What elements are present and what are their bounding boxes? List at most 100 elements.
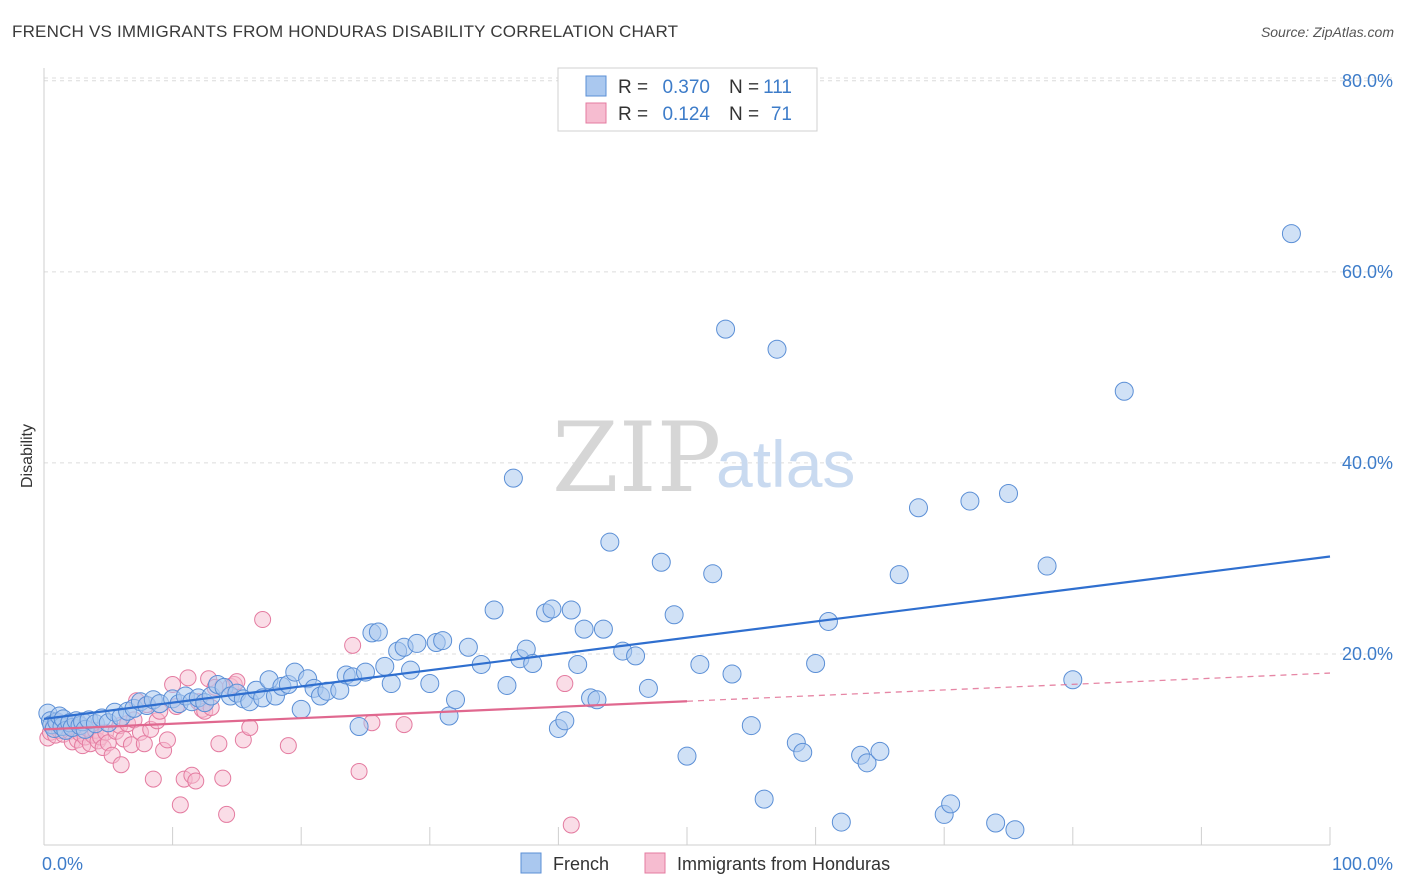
honduras-point <box>241 718 259 736</box>
french-point <box>561 600 581 620</box>
french-point <box>1063 670 1083 690</box>
french-point <box>446 690 466 710</box>
french-point <box>356 662 375 682</box>
french-point <box>767 339 787 359</box>
honduras-point <box>218 805 236 823</box>
stats-legend-box: R = 0.370 N = 111 R = 0.124 N = 71 <box>557 67 818 132</box>
n-label: N = <box>729 77 759 98</box>
watermark-zip-text: ZIP <box>552 402 721 514</box>
french-point <box>960 491 980 511</box>
french-point <box>941 794 961 814</box>
french-point <box>542 599 562 619</box>
r-value: 0.370 <box>662 77 710 98</box>
trend-lines <box>43 555 1331 731</box>
y-tick-label: 20.0% <box>1342 644 1393 664</box>
french-point <box>626 646 646 666</box>
french-point <box>638 678 658 698</box>
french-point <box>439 706 459 726</box>
french-point <box>600 532 620 552</box>
honduras-swatch <box>585 102 607 124</box>
french-point <box>291 699 311 719</box>
french-point <box>375 656 395 676</box>
watermark-atlas-text: atlas <box>716 427 855 501</box>
french-point <box>870 741 890 761</box>
chart-title: FRENCH VS IMMIGRANTS FROM HONDURAS DISAB… <box>12 22 679 41</box>
honduras-point <box>556 675 574 693</box>
french-point <box>555 711 575 731</box>
honduras-point <box>112 756 130 774</box>
french-point <box>716 319 736 339</box>
honduras-trend-line <box>43 700 688 731</box>
french-point <box>401 660 421 680</box>
french-trend-line <box>43 555 1331 720</box>
honduras-point <box>395 716 413 734</box>
french-point <box>574 619 594 639</box>
french-point <box>458 637 478 657</box>
french-point <box>433 631 453 651</box>
y-tick-label: 60.0% <box>1342 262 1393 282</box>
legend-french-swatch <box>520 852 542 874</box>
chart-source: Source: ZipAtlas.com <box>1260 24 1394 40</box>
legend-honduras-swatch <box>644 852 666 874</box>
french-point <box>722 664 742 684</box>
french-point <box>381 674 401 694</box>
french-point <box>677 746 697 766</box>
french-point <box>754 789 774 809</box>
legend-french-label: French <box>553 854 609 874</box>
honduras-point <box>158 731 176 749</box>
honduras-trend-line-extrapolated <box>686 672 1331 702</box>
french-point <box>741 716 761 736</box>
french-point <box>1281 224 1301 244</box>
french-point <box>420 674 440 694</box>
legend-honduras-label: Immigrants from Honduras <box>677 854 890 874</box>
honduras-point <box>187 772 205 790</box>
axis-ticks: 20.0% 40.0% 60.0% 80.0% 0.0% 100.0% <box>42 71 1393 874</box>
french-point <box>889 565 909 585</box>
french-point <box>407 633 427 653</box>
y-tick-label: 80.0% <box>1342 71 1393 91</box>
honduras-point <box>254 611 272 629</box>
french-point <box>568 654 588 674</box>
n-value: 111 <box>763 77 792 98</box>
r-value: 0.124 <box>662 104 710 125</box>
r-label: R = <box>618 104 648 125</box>
french-point <box>664 605 684 625</box>
french-point <box>651 552 671 572</box>
french-point <box>368 622 388 642</box>
french-point <box>349 717 369 737</box>
french-point <box>986 813 1006 833</box>
x-tick-label: 0.0% <box>42 854 83 874</box>
french-point <box>484 600 504 620</box>
honduras-point <box>135 735 153 753</box>
french-point <box>1114 381 1134 401</box>
french-point <box>999 483 1018 503</box>
x-tick-label: 100.0% <box>1332 854 1393 874</box>
french-point <box>908 498 928 518</box>
french-point <box>497 675 517 695</box>
french-point <box>831 812 851 832</box>
bottom-legend: French Immigrants from Honduras <box>520 852 890 874</box>
french-point <box>503 468 523 488</box>
honduras-point <box>344 636 362 654</box>
honduras-point <box>279 737 297 755</box>
french-point <box>806 653 826 673</box>
y-tick-label: 40.0% <box>1342 453 1393 473</box>
french-swatch <box>585 75 607 97</box>
n-value: 71 <box>771 104 792 125</box>
n-label: N = <box>729 104 759 125</box>
french-point <box>703 564 723 584</box>
french-point <box>523 653 543 673</box>
honduras-point <box>214 769 232 787</box>
french-point <box>1005 820 1025 840</box>
french-point <box>793 742 813 762</box>
honduras-point <box>144 770 162 788</box>
french-point <box>1037 556 1057 576</box>
honduras-point <box>210 735 228 753</box>
r-label: R = <box>618 77 648 98</box>
french-point <box>857 753 877 773</box>
honduras-point <box>562 816 580 834</box>
watermark: ZIP atlas <box>552 402 855 514</box>
french-point <box>593 619 613 639</box>
honduras-point <box>171 796 189 814</box>
